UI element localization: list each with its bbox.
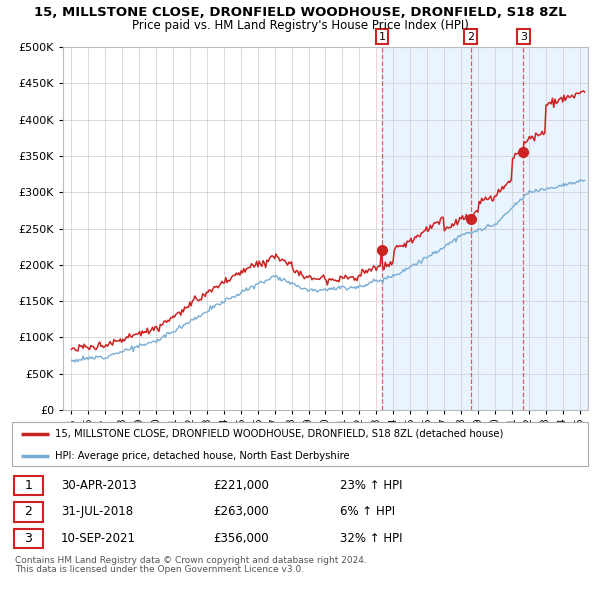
Text: £263,000: £263,000: [214, 505, 269, 519]
Text: 15, MILLSTONE CLOSE, DRONFIELD WOODHOUSE, DRONFIELD, S18 8ZL: 15, MILLSTONE CLOSE, DRONFIELD WOODHOUSE…: [34, 6, 566, 19]
Text: 31-JUL-2018: 31-JUL-2018: [61, 505, 133, 519]
Text: HPI: Average price, detached house, North East Derbyshire: HPI: Average price, detached house, Nort…: [55, 451, 350, 461]
Text: 10-SEP-2021: 10-SEP-2021: [61, 532, 136, 545]
Text: 32% ↑ HPI: 32% ↑ HPI: [340, 532, 403, 545]
Text: 1: 1: [24, 478, 32, 492]
FancyBboxPatch shape: [14, 529, 43, 548]
Text: 2: 2: [467, 32, 475, 42]
Text: Contains HM Land Registry data © Crown copyright and database right 2024.: Contains HM Land Registry data © Crown c…: [15, 556, 367, 565]
Text: 15, MILLSTONE CLOSE, DRONFIELD WOODHOUSE, DRONFIELD, S18 8ZL (detached house): 15, MILLSTONE CLOSE, DRONFIELD WOODHOUSE…: [55, 429, 503, 439]
Text: 2: 2: [24, 505, 32, 519]
Bar: [382, 47, 588, 410]
Text: 30-APR-2013: 30-APR-2013: [61, 478, 137, 492]
Text: 3: 3: [520, 32, 527, 42]
Text: 23% ↑ HPI: 23% ↑ HPI: [340, 478, 403, 492]
FancyBboxPatch shape: [14, 502, 43, 522]
FancyBboxPatch shape: [12, 422, 588, 466]
Text: £356,000: £356,000: [214, 532, 269, 545]
Text: 6% ↑ HPI: 6% ↑ HPI: [340, 505, 395, 519]
Text: 3: 3: [24, 532, 32, 545]
FancyBboxPatch shape: [14, 476, 43, 495]
Text: 1: 1: [379, 32, 385, 42]
Text: Price paid vs. HM Land Registry's House Price Index (HPI): Price paid vs. HM Land Registry's House …: [131, 19, 469, 32]
Text: £221,000: £221,000: [214, 478, 269, 492]
Text: This data is licensed under the Open Government Licence v3.0.: This data is licensed under the Open Gov…: [15, 565, 304, 574]
